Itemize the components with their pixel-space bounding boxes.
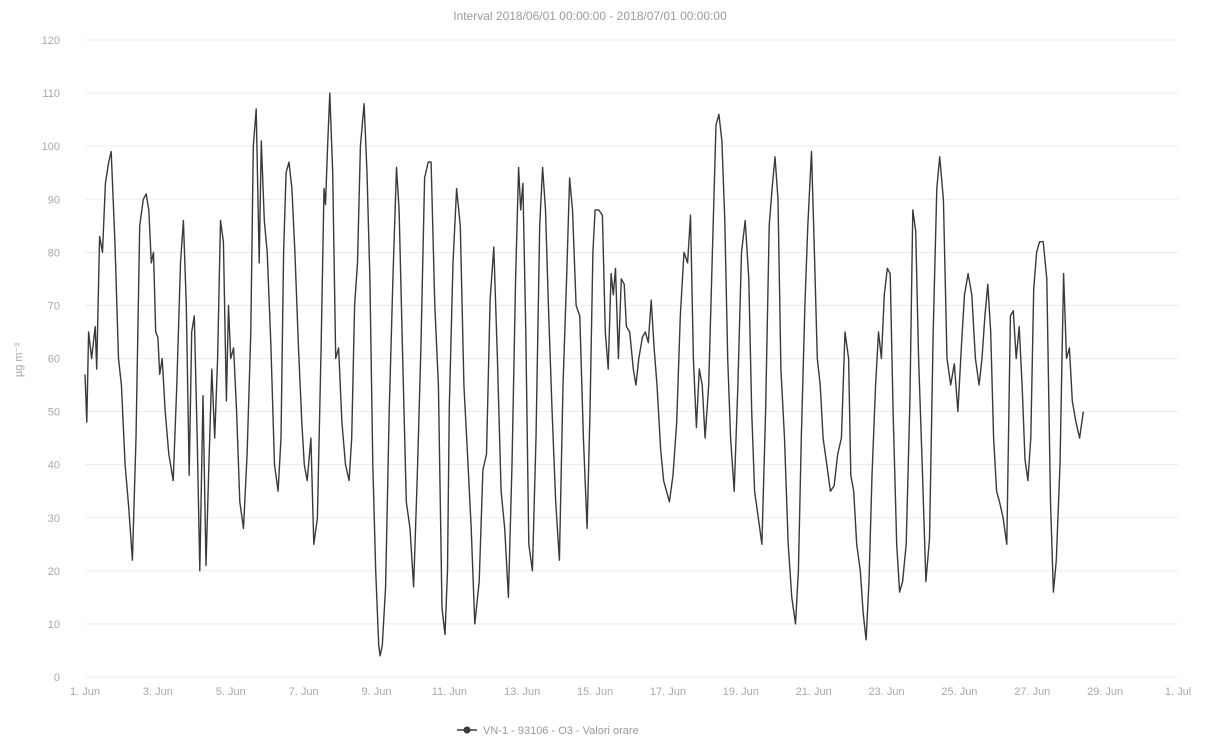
legend[interactable]: VN-1 - 93106 - O3 - Valori orare — [457, 725, 639, 737]
x-tick-label: 15. Jun — [577, 686, 613, 698]
y-tick-label: 110 — [42, 88, 60, 100]
y-tick-label: 30 — [48, 513, 60, 525]
y-tick-label: 70 — [48, 300, 60, 312]
legend-marker-icon — [463, 726, 471, 734]
y-tick-label: 20 — [48, 566, 60, 578]
x-tick-label: 11. Jun — [432, 686, 467, 698]
gridlines — [85, 39, 1178, 678]
y-tick-label: 50 — [48, 407, 60, 419]
x-tick-label: 13. Jun — [504, 686, 540, 698]
y-tick-label: 10 — [48, 619, 60, 631]
y-tick-label: 120 — [42, 35, 60, 47]
x-tick-label: 23. Jun — [868, 686, 904, 698]
x-tick-label: 7. Jun — [289, 686, 319, 698]
series-line — [84, 92, 1084, 657]
series-group — [84, 92, 1084, 657]
x-tick-label: 21. Jun — [796, 686, 832, 698]
x-tick-label: 25. Jun — [941, 686, 977, 698]
x-tick-label: 1. Jul — [1165, 686, 1191, 698]
y-tick-label: 90 — [48, 194, 60, 206]
y-tick-label: 0 — [54, 672, 60, 684]
y-tick-label: 80 — [48, 247, 60, 259]
y-tick-label: 40 — [48, 460, 60, 472]
x-tick-label: 1. Jun — [70, 686, 100, 698]
chart-title: Interval 2018/06/01 00:00:00 - 2018/07/0… — [453, 9, 727, 23]
x-tick-label: 9. Jun — [361, 686, 391, 698]
y-axis-ticks: 0 10 20 30 40 50 60 70 80 90 100 110 120 — [42, 35, 60, 684]
y-axis-label: µg m⁻³ — [13, 343, 25, 377]
x-tick-label: 19. Jun — [723, 686, 759, 698]
legend-label: VN-1 - 93106 - O3 - Valori orare — [483, 725, 639, 737]
x-tick-label: 29. Jun — [1087, 686, 1123, 698]
x-tick-label: 17. Jun — [650, 686, 686, 698]
x-axis-ticks: 1. Jun 3. Jun 5. Jun 7. Jun 9. Jun 11. Jun 13.… — [70, 686, 1191, 698]
x-tick-label: 3. Jun — [143, 686, 173, 698]
y-tick-label: 100 — [42, 141, 60, 153]
x-tick-label: 27. Jun — [1014, 686, 1050, 698]
x-tick-label: 5. Jun — [216, 686, 246, 698]
y-tick-label: 60 — [48, 354, 60, 366]
